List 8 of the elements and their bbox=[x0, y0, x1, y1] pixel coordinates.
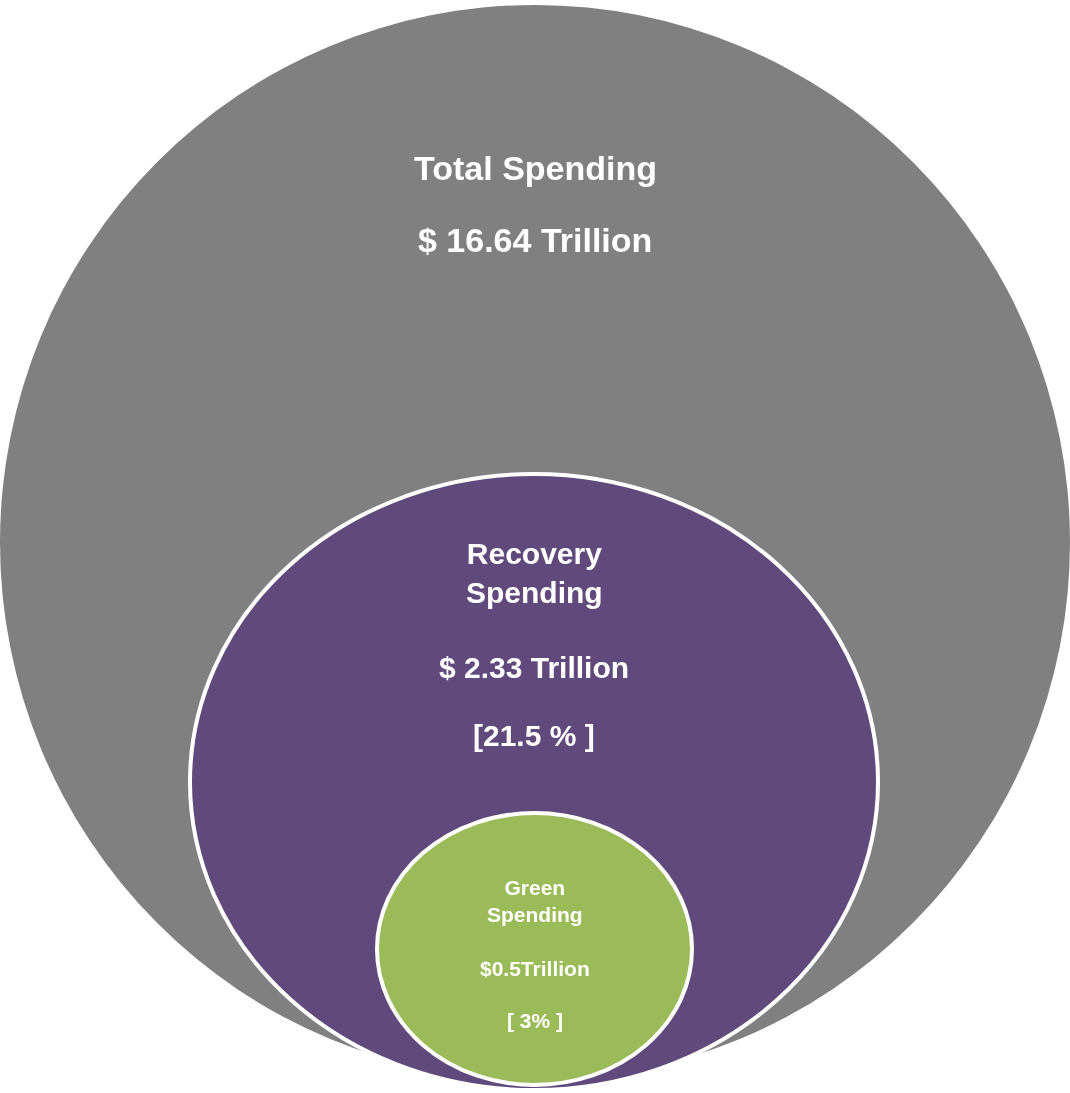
data-label: $ 2.33 Trillion bbox=[439, 651, 630, 684]
category-label: Total Spending bbox=[414, 149, 658, 187]
text: [21.5 % ] bbox=[473, 719, 595, 752]
data-label: $ 16.64 Trillion bbox=[418, 221, 653, 259]
category-label: Recovery Spending bbox=[466, 537, 603, 609]
category-label: Green Spending bbox=[487, 876, 583, 927]
text: [ 3% ] bbox=[507, 1009, 564, 1032]
data-label: $0.5Trillion bbox=[480, 957, 590, 980]
